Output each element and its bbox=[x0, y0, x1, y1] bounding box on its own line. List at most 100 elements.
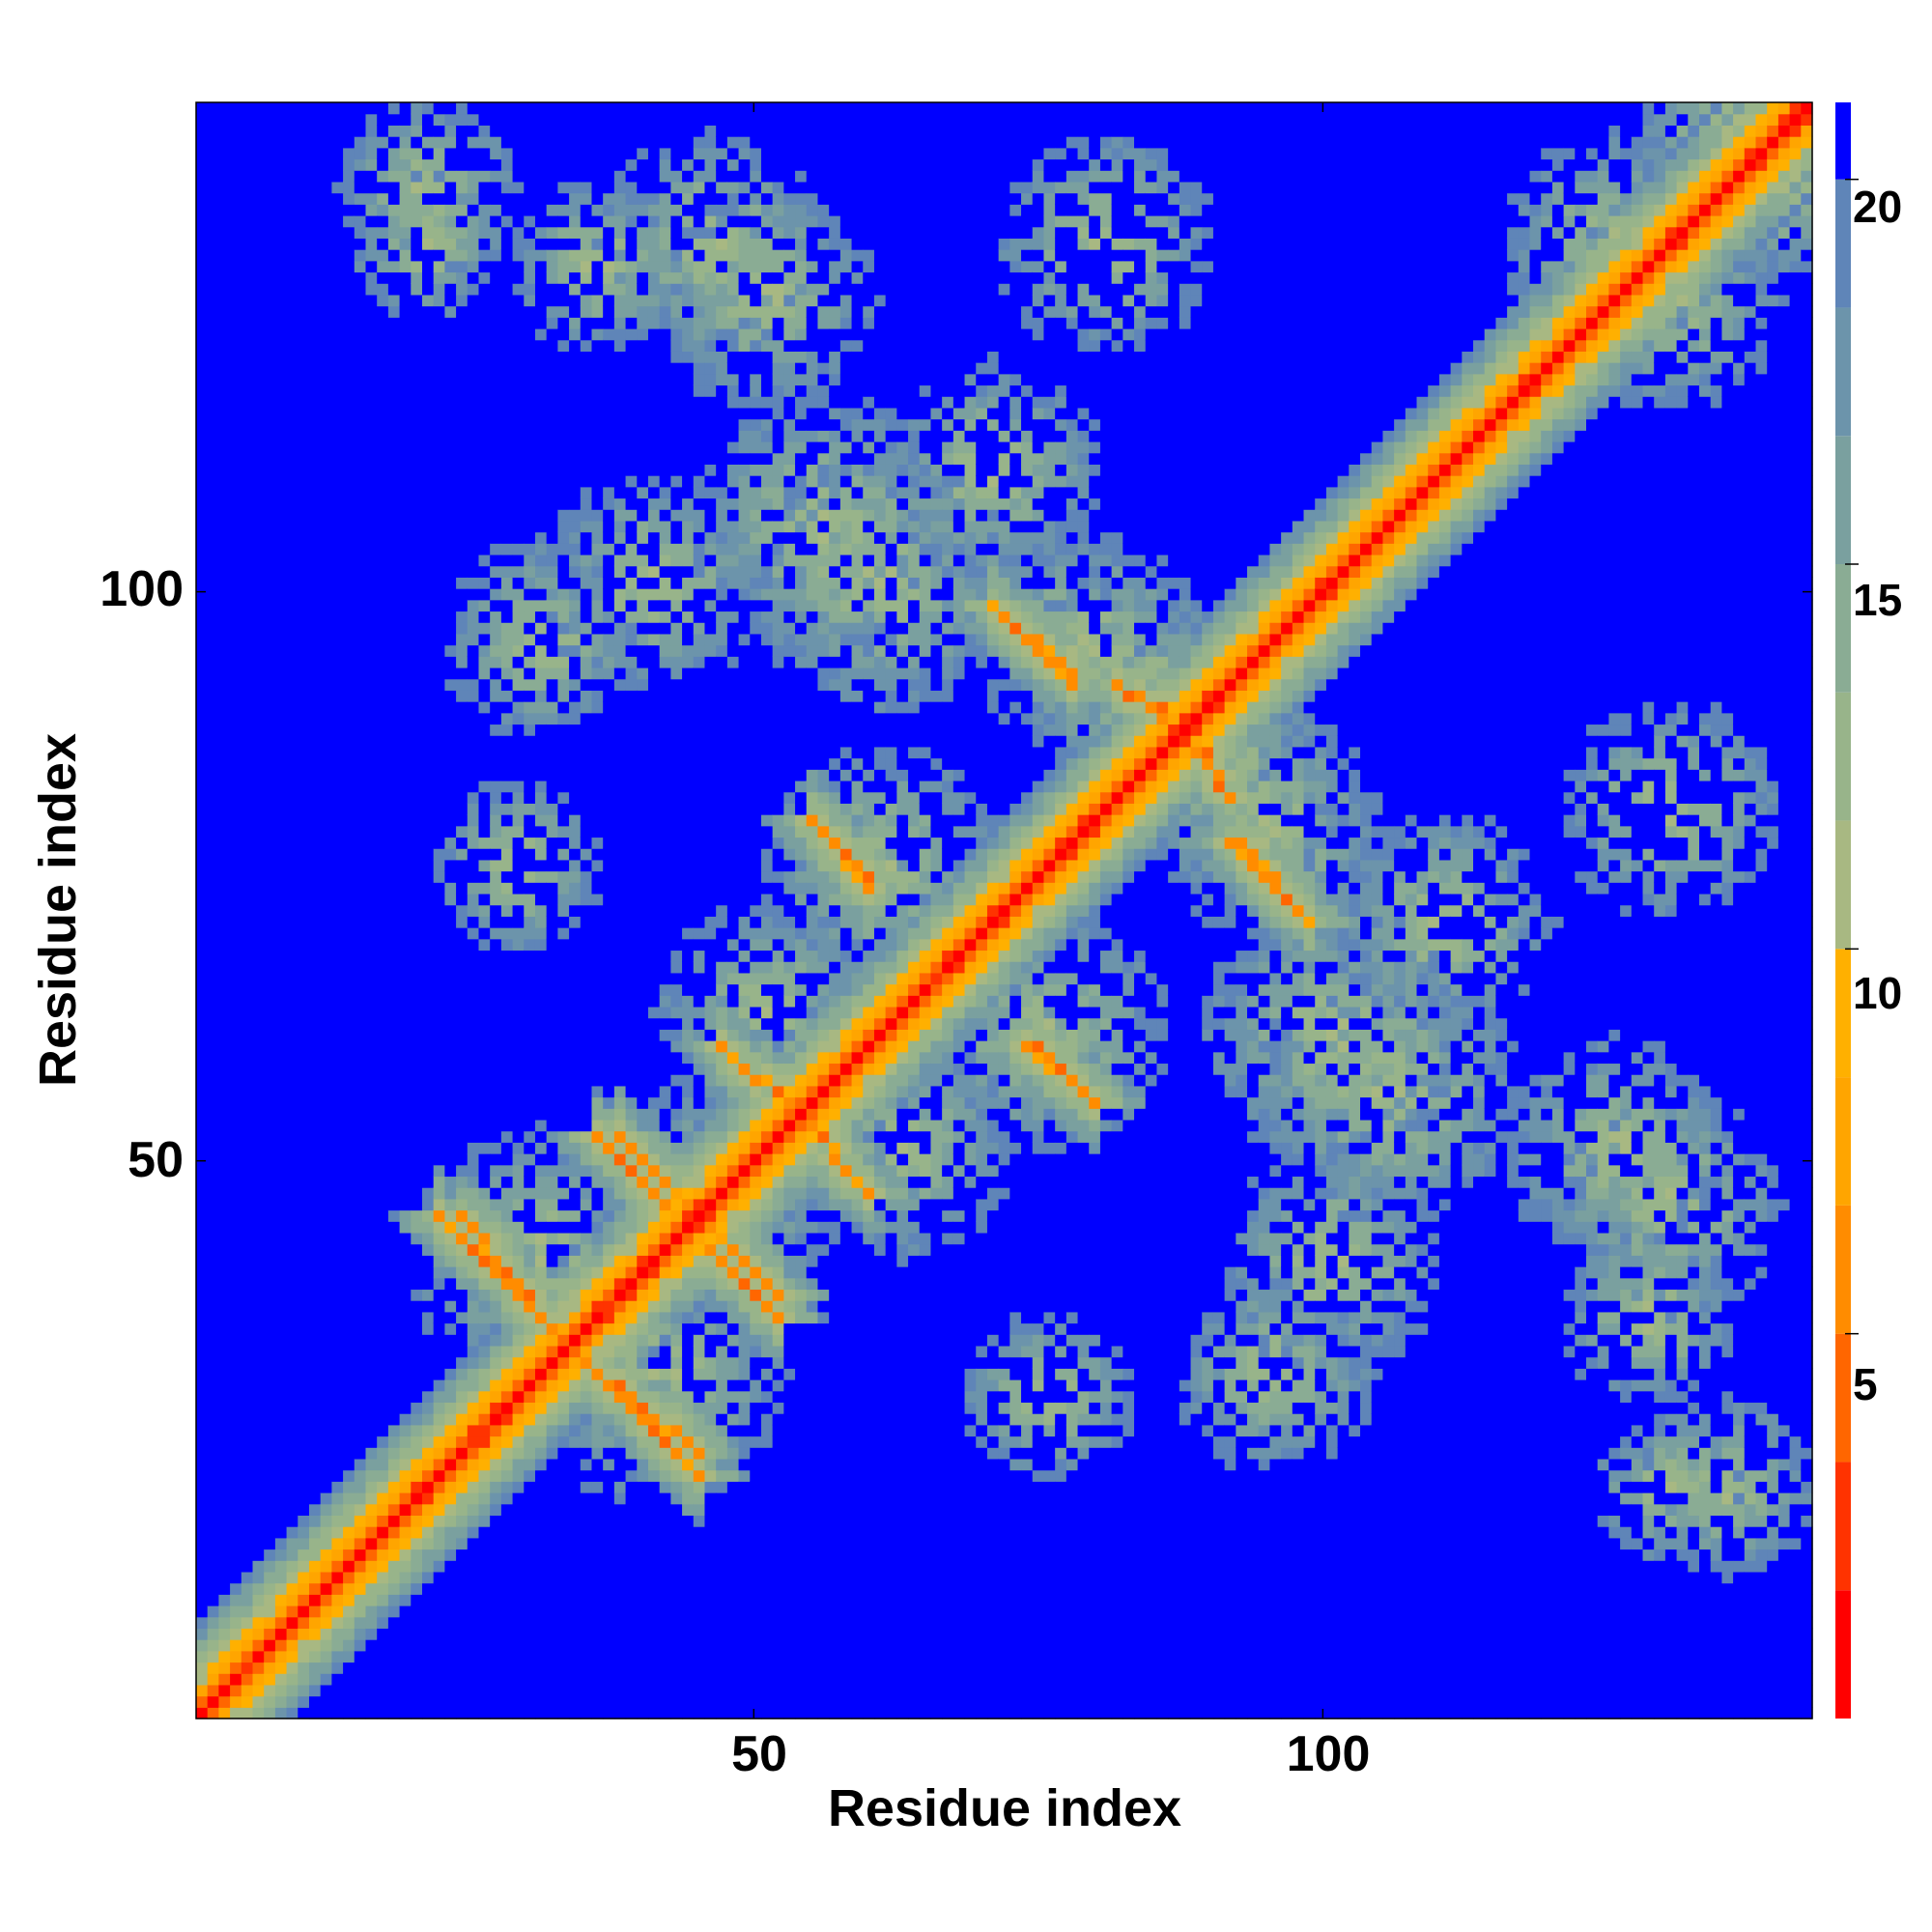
heatmap-cell bbox=[456, 588, 469, 601]
heatmap-cell bbox=[467, 1560, 480, 1573]
heatmap-cell bbox=[512, 916, 525, 928]
heatmap-cell bbox=[524, 1209, 536, 1222]
heatmap-cell bbox=[421, 1413, 435, 1426]
heatmap-cell bbox=[478, 961, 491, 974]
heatmap-cell bbox=[421, 667, 435, 680]
heatmap-cell bbox=[557, 1481, 570, 1493]
heatmap-cell bbox=[534, 1051, 548, 1065]
heatmap-cell bbox=[490, 859, 502, 872]
heatmap-cell bbox=[298, 814, 310, 827]
heatmap-cell bbox=[478, 1040, 491, 1053]
heatmap-cell bbox=[365, 1379, 378, 1392]
heatmap-cell bbox=[580, 1628, 593, 1640]
heatmap-cell bbox=[387, 1289, 401, 1301]
heatmap-cell bbox=[557, 317, 570, 329]
heatmap-cell bbox=[524, 1481, 536, 1493]
heatmap-cell bbox=[557, 1390, 570, 1404]
heatmap-cell bbox=[421, 938, 435, 952]
heatmap-cell bbox=[286, 384, 298, 397]
heatmap-cell bbox=[218, 1537, 231, 1550]
heatmap-cell bbox=[252, 170, 265, 183]
heatmap-cell bbox=[512, 327, 525, 341]
heatmap-cell bbox=[433, 1379, 445, 1392]
heatmap-cell bbox=[377, 1085, 389, 1098]
heatmap-cell bbox=[377, 690, 389, 702]
heatmap-cell bbox=[500, 1628, 514, 1640]
heatmap-cell bbox=[467, 746, 480, 759]
heatmap-cell bbox=[286, 1662, 298, 1674]
heatmap-cell bbox=[365, 204, 378, 216]
heatmap-cell bbox=[286, 791, 298, 804]
heatmap-cell bbox=[354, 158, 367, 171]
heatmap-cell bbox=[365, 803, 378, 815]
heatmap-cell bbox=[421, 724, 435, 736]
heatmap-cell bbox=[308, 147, 322, 160]
heatmap-cell bbox=[218, 938, 231, 952]
heatmap-cell bbox=[365, 1017, 378, 1030]
heatmap-cell bbox=[546, 102, 558, 115]
heatmap-cell bbox=[444, 238, 457, 250]
heatmap-cell bbox=[580, 1255, 593, 1267]
heatmap-cell bbox=[534, 1255, 548, 1267]
heatmap-cell bbox=[286, 440, 298, 454]
heatmap-cell bbox=[490, 1413, 502, 1426]
heatmap-cell bbox=[230, 1176, 242, 1188]
heatmap-cell bbox=[252, 1628, 265, 1640]
heatmap-cell bbox=[399, 497, 412, 510]
heatmap-cell bbox=[320, 271, 332, 284]
heatmap-cell bbox=[365, 440, 378, 454]
heatmap-cell bbox=[354, 1458, 367, 1471]
heatmap-cell bbox=[218, 599, 231, 612]
heatmap-cell bbox=[218, 1017, 231, 1030]
heatmap-cell bbox=[377, 1311, 389, 1324]
heatmap-cell bbox=[580, 1402, 593, 1414]
heatmap-cell bbox=[444, 1356, 457, 1369]
heatmap-cell bbox=[387, 1130, 401, 1143]
heatmap-cell bbox=[411, 916, 423, 928]
heatmap-cell bbox=[512, 950, 525, 962]
heatmap-cell bbox=[411, 1424, 423, 1437]
heatmap-cell bbox=[320, 859, 332, 872]
heatmap-cell bbox=[274, 351, 288, 363]
heatmap-cell bbox=[546, 1616, 558, 1630]
heatmap-cell bbox=[343, 1402, 355, 1414]
heatmap-cell bbox=[241, 1322, 254, 1335]
heatmap-cell bbox=[331, 1413, 344, 1426]
heatmap-cell bbox=[320, 938, 332, 952]
heatmap-cell bbox=[524, 1515, 536, 1527]
heatmap-cell bbox=[377, 1063, 389, 1075]
heatmap-cell bbox=[274, 1707, 288, 1719]
heatmap-cell bbox=[387, 384, 401, 397]
heatmap-cell bbox=[467, 961, 480, 974]
heatmap-cell bbox=[512, 214, 525, 228]
heatmap-cell bbox=[331, 1368, 344, 1380]
heatmap-cell bbox=[252, 577, 265, 589]
heatmap-cell bbox=[534, 384, 548, 397]
heatmap-cell bbox=[456, 362, 469, 375]
heatmap-cell bbox=[241, 735, 254, 748]
heatmap-cell bbox=[308, 294, 322, 307]
heatmap-cell bbox=[354, 509, 367, 522]
heatmap-cell bbox=[399, 1277, 412, 1291]
heatmap-cell bbox=[569, 1582, 582, 1595]
heatmap-cell bbox=[512, 283, 525, 296]
heatmap-cell bbox=[490, 1695, 502, 1708]
heatmap-cell bbox=[387, 327, 401, 341]
heatmap-cell bbox=[218, 814, 231, 827]
heatmap-cell bbox=[331, 1074, 344, 1087]
heatmap-cell bbox=[500, 1447, 514, 1460]
heatmap-cell bbox=[421, 1537, 435, 1550]
heatmap-cell bbox=[331, 362, 344, 375]
heatmap-cell bbox=[500, 1243, 514, 1256]
heatmap-cell bbox=[512, 113, 525, 126]
heatmap-cell bbox=[444, 1334, 457, 1347]
heatmap-cell bbox=[433, 1187, 445, 1200]
heatmap-cell bbox=[230, 1040, 242, 1053]
heatmap-cell bbox=[444, 1447, 457, 1460]
heatmap-cell bbox=[365, 746, 378, 759]
heatmap-cell bbox=[308, 170, 322, 183]
heatmap-cell bbox=[580, 916, 593, 928]
heatmap-cell bbox=[298, 362, 310, 375]
heatmap-cell bbox=[399, 1469, 412, 1482]
heatmap-cell bbox=[298, 305, 310, 318]
